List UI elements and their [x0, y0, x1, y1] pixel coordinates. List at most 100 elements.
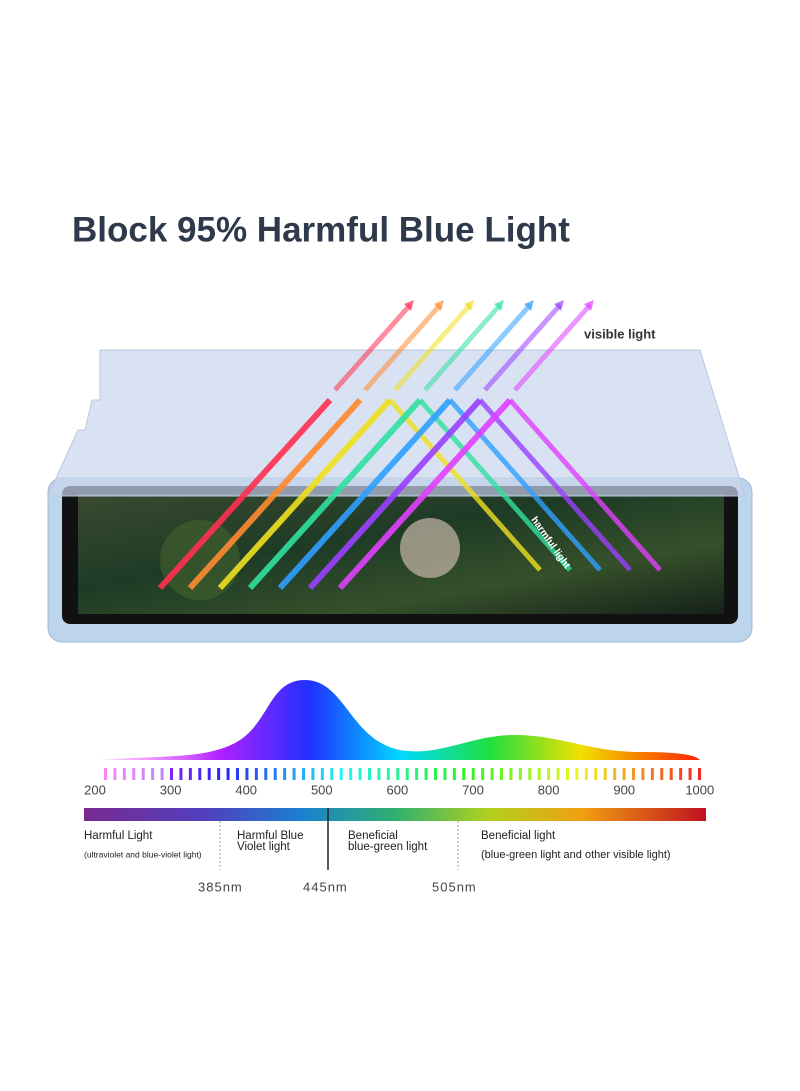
ray: [307, 397, 483, 591]
spectrum-scale: [104, 768, 701, 780]
tick-label: 1000: [685, 782, 714, 797]
scale-bar: [575, 768, 579, 780]
scale-bar: [217, 768, 221, 780]
arrow-head: [494, 300, 504, 311]
region-title: Harmful Light: [84, 830, 153, 842]
tick-label: 900: [613, 782, 635, 797]
ray: [247, 397, 423, 591]
markers: 385nm 445nm 505nm: [198, 879, 477, 894]
scale-bar: [481, 768, 485, 780]
scale-bar: [320, 768, 324, 780]
ray: [418, 398, 572, 572]
scale-bar: [226, 768, 230, 780]
scale-bar: [132, 768, 136, 780]
scale-bar: [141, 768, 145, 780]
arrow-head: [404, 300, 414, 311]
scale-bar: [188, 768, 192, 780]
scale-bar: [415, 768, 419, 780]
ray: [363, 303, 442, 392]
wavelength-marker: 445nm: [303, 879, 348, 894]
scale-bar: [179, 768, 183, 780]
scale-bar: [528, 768, 532, 780]
scale-bar: [113, 768, 117, 780]
arrow-head: [584, 300, 594, 311]
scale-bar: [547, 768, 551, 780]
scale-bar: [264, 768, 268, 780]
scale-bar: [622, 768, 626, 780]
tick-label: 300: [160, 782, 182, 797]
scale-bar: [660, 768, 664, 780]
scale-bar: [122, 768, 126, 780]
scale-bar: [339, 768, 343, 780]
ray: [508, 398, 662, 572]
ray: [333, 303, 412, 392]
scale-bar: [509, 768, 513, 780]
scale-bar: [358, 768, 362, 780]
tick-label: 500: [311, 782, 333, 797]
scale-bar: [584, 768, 588, 780]
scale-bar: [311, 768, 315, 780]
scale-bar: [452, 768, 456, 780]
ray: [448, 398, 602, 572]
scale-bar: [273, 768, 277, 780]
scale-bar: [292, 768, 296, 780]
scale-bar: [236, 768, 239, 780]
scale-bar: [302, 768, 305, 780]
scale-bar: [160, 768, 164, 780]
region-note: (blue-green light and other visible ligh…: [481, 849, 671, 861]
scale-bar: [632, 768, 635, 780]
scale-bar: [283, 768, 287, 780]
ray: [478, 398, 632, 572]
scale-bar: [207, 768, 211, 780]
spectrum-band: [84, 808, 706, 821]
arrow-head: [434, 300, 444, 311]
scale-bar: [349, 768, 353, 780]
light-rays: [157, 300, 662, 591]
scale-bar: [490, 768, 494, 780]
scale-bar: [368, 768, 371, 780]
ray: [187, 397, 363, 591]
scale-bar: [424, 768, 428, 780]
scale-bar: [650, 768, 654, 780]
ray: [217, 397, 393, 591]
ray: [513, 303, 592, 392]
ray: [453, 303, 532, 392]
scale-bar: [104, 768, 107, 780]
scale-bar: [405, 768, 409, 780]
scale-bar: [245, 768, 249, 780]
scale-bar: [330, 768, 334, 780]
wavelength-marker: 385nm: [198, 879, 243, 894]
scale-bar: [396, 768, 400, 780]
scale-bar: [500, 768, 503, 780]
scale-bar: [151, 768, 155, 780]
scale-bar: [198, 768, 202, 780]
scale-bar: [556, 768, 560, 780]
scale-bar: [669, 768, 673, 780]
ray: [388, 398, 542, 572]
scale-bar: [603, 768, 607, 780]
ray: [483, 303, 562, 392]
region-title: Beneficial: [348, 830, 398, 842]
tick-labels: 200 300 400 500 600 700 800 900 1000: [84, 782, 714, 797]
ray: [157, 397, 333, 591]
region-title: Violet light: [237, 841, 291, 853]
ray: [337, 397, 513, 591]
scale-bar: [641, 768, 645, 780]
scale-bar: [443, 768, 447, 780]
region-title: Harmful Blue: [237, 830, 303, 842]
scale-bar: [679, 768, 683, 780]
scale-bar: [471, 768, 475, 780]
scale-bar: [170, 768, 173, 780]
scale-bar: [537, 768, 541, 780]
wavelength-marker: 505nm: [432, 879, 477, 894]
title: Block 95% Harmful Blue Light: [72, 210, 570, 249]
scale-bar: [698, 768, 701, 780]
region-title: blue-green light: [348, 841, 428, 853]
ray: [393, 303, 472, 392]
arrow-head: [554, 300, 564, 311]
region-title: Beneficial light: [481, 830, 556, 842]
regions: Harmful Light (ultraviolet and blue-viole…: [84, 830, 671, 861]
scale-bar: [688, 768, 692, 780]
scale-bar: [254, 768, 258, 780]
scale-bar: [377, 768, 381, 780]
